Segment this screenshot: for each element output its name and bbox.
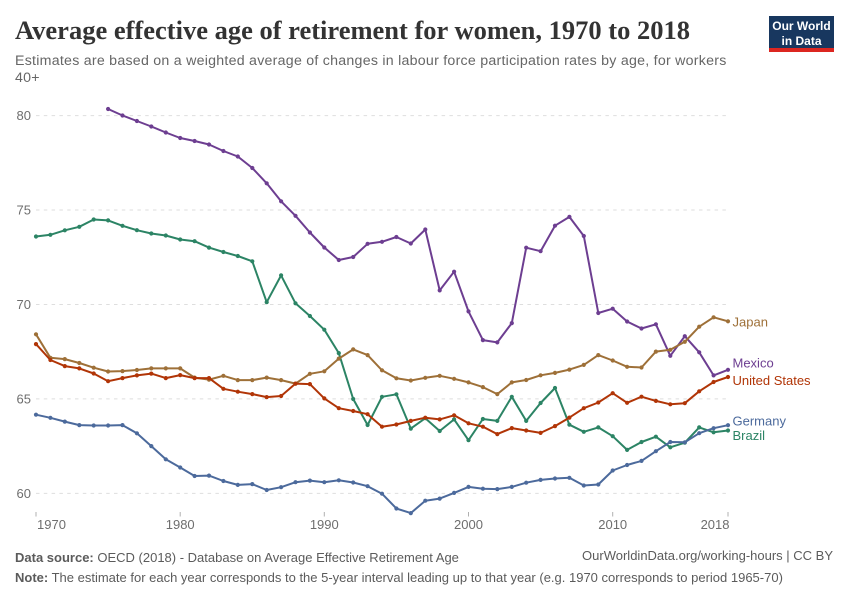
svg-text:Brazil: Brazil xyxy=(733,428,766,443)
svg-text:1970: 1970 xyxy=(37,517,66,532)
svg-text:Japan: Japan xyxy=(733,314,768,329)
svg-text:65: 65 xyxy=(17,391,31,406)
svg-text:2010: 2010 xyxy=(598,517,627,532)
svg-text:60: 60 xyxy=(17,486,31,501)
svg-text:1990: 1990 xyxy=(310,517,339,532)
svg-text:Mexico: Mexico xyxy=(733,355,774,370)
svg-text:United States: United States xyxy=(733,373,812,388)
svg-text:70: 70 xyxy=(17,297,31,312)
svg-text:80: 80 xyxy=(17,108,31,123)
svg-text:2000: 2000 xyxy=(454,517,483,532)
svg-text:Germany: Germany xyxy=(733,413,787,428)
svg-text:1980: 1980 xyxy=(166,517,195,532)
svg-text:2018: 2018 xyxy=(701,517,730,532)
svg-text:75: 75 xyxy=(17,203,31,218)
